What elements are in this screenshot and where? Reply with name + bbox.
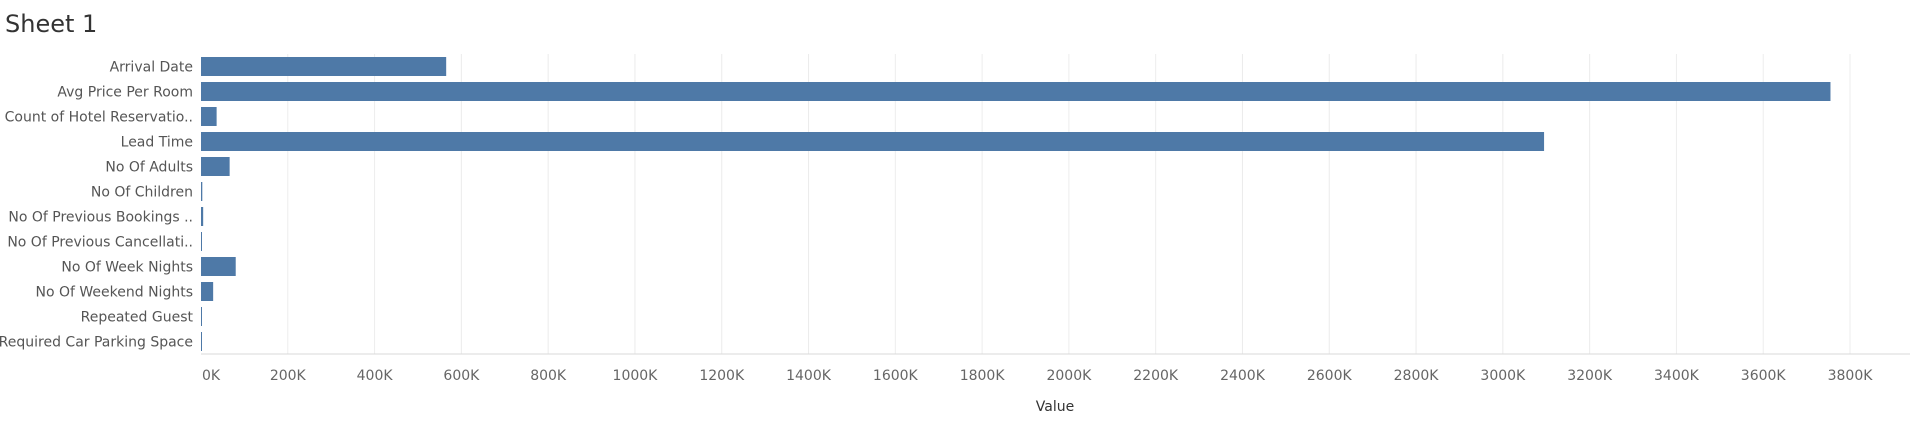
x-tick-label: 3400K — [1654, 368, 1700, 384]
x-tick-label: 1200K — [699, 368, 745, 384]
x-tick-label: 3600K — [1741, 368, 1787, 384]
x-tick-label: 2200K — [1133, 368, 1179, 384]
x-tick-label: 3800K — [1828, 368, 1874, 384]
category-label: No Of Previous Cancellati.. — [7, 235, 193, 251]
x-tick-label: 600K — [443, 368, 480, 384]
category-label: No Of Children — [91, 185, 193, 201]
x-tick-label: 2000K — [1046, 368, 1092, 384]
x-tick-label: 200K — [270, 368, 307, 384]
x-tick-label: 400K — [357, 368, 394, 384]
x-tick-label: 1400K — [786, 368, 832, 384]
category-label: Arrival Date — [110, 60, 193, 76]
bar[interactable] — [201, 257, 236, 276]
category-label: No Of Week Nights — [61, 260, 193, 276]
category-labels: Arrival Date Avg Price Per Room Count of H… — [0, 60, 194, 351]
x-tick-label: 3200K — [1567, 368, 1613, 384]
bar[interactable] — [201, 132, 1545, 151]
x-tick-label: 0K — [202, 368, 221, 384]
grid-layer — [287, 54, 1851, 354]
category-label: Avg Price Per Room — [57, 85, 193, 101]
bar[interactable] — [201, 307, 202, 326]
x-tick-label: 1600K — [873, 368, 919, 384]
bar[interactable] — [201, 182, 203, 201]
category-label: Required Car Parking Space — [0, 335, 193, 351]
bar[interactable] — [201, 157, 230, 176]
x-tick-label: 2400K — [1220, 368, 1266, 384]
category-label: Repeated Guest — [81, 310, 194, 326]
bar[interactable] — [201, 107, 217, 126]
bar[interactable] — [201, 57, 447, 76]
x-tick-label: 1800K — [960, 368, 1006, 384]
sheet-title: Sheet 1 — [5, 10, 98, 38]
category-label: Lead Time — [121, 135, 193, 151]
bar[interactable] — [201, 232, 202, 251]
category-label: No Of Weekend Nights — [36, 285, 193, 301]
bar[interactable] — [201, 207, 204, 226]
bar-layer — [201, 57, 1831, 351]
x-axis-title: Value — [1036, 399, 1074, 415]
x-tick-label: 800K — [530, 368, 567, 384]
x-tick-label: 2600K — [1307, 368, 1353, 384]
x-tick-label: 1000K — [613, 368, 659, 384]
bar[interactable] — [201, 82, 1831, 101]
category-label: No Of Adults — [105, 160, 193, 176]
category-label: Count of Hotel Reservatio.. — [5, 110, 193, 126]
bar[interactable] — [201, 282, 214, 301]
bar[interactable] — [201, 332, 202, 351]
x-tick-label: 3000K — [1480, 368, 1526, 384]
x-axis-ticks: 0K 200K 400K 600K 800K 1000K 1200K 1400K 1600K 18… — [202, 368, 1873, 384]
x-tick-label: 2800K — [1394, 368, 1440, 384]
category-label: No Of Previous Bookings .. — [8, 210, 193, 226]
